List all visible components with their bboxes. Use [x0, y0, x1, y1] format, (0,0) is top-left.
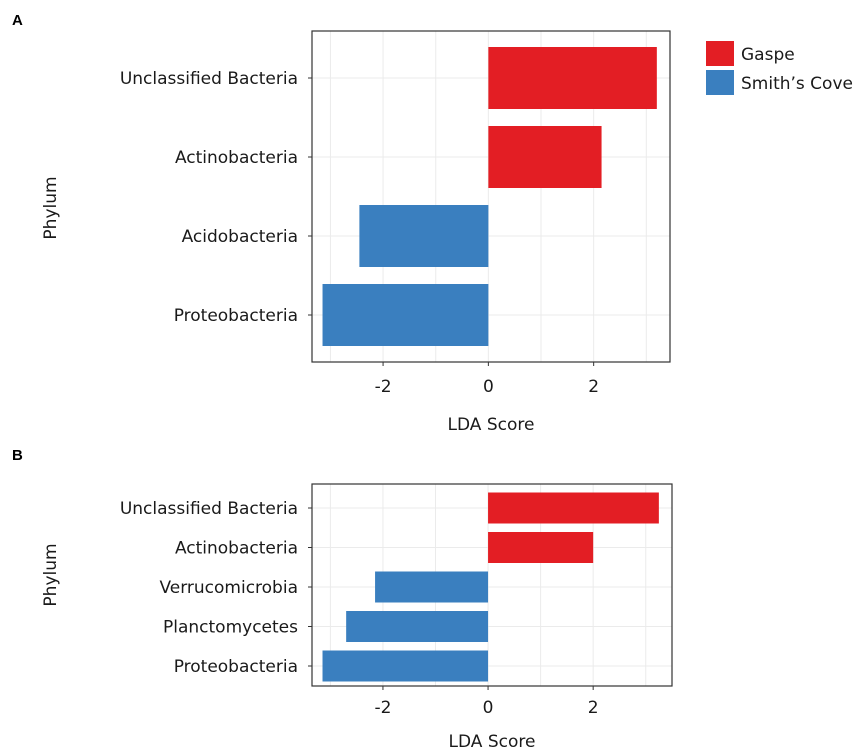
bar-unclassified-bacteria [488, 492, 659, 524]
plot-frame [311, 483, 673, 687]
legend-swatch [706, 41, 734, 66]
bar-unclassified-bacteria [488, 47, 657, 109]
category-label: Verrucomicrobia [159, 578, 298, 598]
x-tick-label: -2 [375, 377, 392, 397]
category-label: Planctomycetes [163, 618, 298, 638]
bar-acidobacteria [359, 205, 489, 267]
category-label: Actinobacteria [175, 539, 298, 559]
category-label: Actinobacteria [175, 148, 298, 168]
legend: Gaspe Smith’s Cove [706, 41, 853, 95]
chart-panel-a: A Unclassified Bacteria Actinobacteria Acid… [12, 12, 671, 435]
panel-label-b: B [12, 447, 23, 464]
x-tick-label: 0 [483, 698, 494, 718]
bar-proteobacteria [322, 650, 489, 682]
y-axis-title: Phylum [41, 176, 61, 239]
bar-verrucomicrobia [375, 571, 489, 603]
y-axis-title: Phylum [41, 543, 61, 606]
legend-label: Gaspe [741, 45, 795, 65]
category-label: Acidobacteria [182, 227, 298, 247]
x-tick-label: -2 [374, 698, 391, 718]
category-label: Proteobacteria [174, 657, 298, 677]
category-label: Proteobacteria [174, 306, 298, 326]
x-axis-title: LDA Score [449, 732, 536, 752]
x-tick-label: 2 [588, 377, 599, 397]
x-tick-label: 0 [483, 377, 494, 397]
plot-frame [311, 30, 671, 363]
legend-label: Smith’s Cove [741, 74, 853, 94]
bar-proteobacteria [322, 284, 489, 346]
category-label: Unclassified Bacteria [120, 499, 298, 519]
x-tick-label: 2 [588, 698, 599, 718]
chart-panel-b: B Unclassified Bacteria Actinobacteria Verr… [12, 447, 673, 752]
x-axis-title: LDA Score [448, 415, 535, 435]
panel-label-a: A [12, 12, 23, 29]
legend-swatch [706, 70, 734, 95]
category-label: Unclassified Bacteria [120, 69, 298, 89]
bar-planctomycetes [346, 611, 489, 642]
bar-actinobacteria [488, 532, 594, 563]
bar-actinobacteria [488, 126, 602, 188]
